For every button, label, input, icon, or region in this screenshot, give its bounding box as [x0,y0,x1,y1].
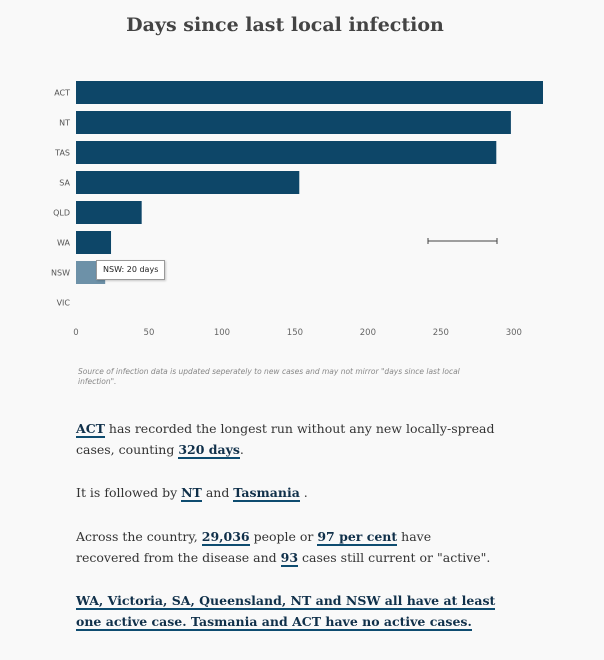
bar-act[interactable] [76,81,543,104]
p3-text-4: cases still current or "active". [298,550,491,565]
bar-chart: ACT NT TAS SA QLD WA NSW VIC 0 50 100 150 200 250 300 [51,81,543,338]
category-label-tas: TAS [54,149,70,158]
x-tick-100: 100 [214,328,230,338]
link-97-per-cent[interactable]: 97 per cent [317,529,398,546]
x-tick-300: 300 [506,328,522,338]
category-label-nsw: NSW [51,269,70,278]
link-nt[interactable]: NT [181,485,202,502]
category-label-nt: NT [59,119,70,128]
bar-sa[interactable] [76,171,300,194]
p3-text-1: Across the country, [76,529,202,544]
link-act[interactable]: ACT [76,421,105,438]
link-active-cases[interactable]: WA, Victoria, SA, Queensland, NT and NSW… [76,593,496,631]
category-label-qld: QLD [53,209,70,218]
bar-nt[interactable] [76,111,511,134]
p2-text-1: It is followed by [76,485,182,500]
category-labels: ACT NT TAS SA QLD WA NSW VIC [51,89,71,308]
source-note: Source of infection data is updated sepe… [78,367,460,386]
bar-tas[interactable] [76,141,497,164]
tooltip-label: NSW: [103,265,125,274]
x-tick-labels: 0 50 100 150 200 250 300 [73,328,522,338]
p2-text-3: . [299,485,308,500]
link-320-days[interactable]: 320 days [178,442,240,459]
link-recovered-count[interactable]: 29,036 [201,529,250,546]
x-tick-50: 50 [144,328,155,338]
p1-text-1: has recorded the longest run without any… [76,421,495,457]
x-tick-0: 0 [73,328,78,338]
link-tasmania[interactable]: Tasmania [233,485,300,502]
x-tick-250: 250 [433,328,449,338]
paragraph-1: ACT has recorded the longest run without… [76,418,496,460]
p1-text-2: . [239,442,244,457]
chart-title: Days since last local infection [126,14,444,36]
category-label-vic: VIC [57,299,71,308]
paragraph-3: Across the country, 29,036 people or 97 … [76,526,496,568]
paragraph-4: WA, Victoria, SA, Queensland, NT and NSW… [76,590,496,632]
x-tick-200: 200 [360,328,376,338]
link-active-count[interactable]: 93 [280,550,299,567]
p3-text-2: people or [249,529,318,544]
tooltip: NSW: 20 days [96,260,166,280]
category-label-act: ACT [54,89,70,98]
bars-group [76,81,543,284]
x-tick-150: 150 [287,328,303,338]
paragraph-2: It is followed by NT and Tasmania . [76,482,308,503]
bar-qld[interactable] [76,201,142,224]
category-label-sa: SA [59,179,70,188]
bar-wa[interactable] [76,231,112,254]
tooltip-value: 20 days [126,265,159,274]
p3-text-3: have recovered from the disease and [76,529,432,565]
p2-text-2: and [201,485,234,500]
category-label-wa: WA [57,239,70,248]
